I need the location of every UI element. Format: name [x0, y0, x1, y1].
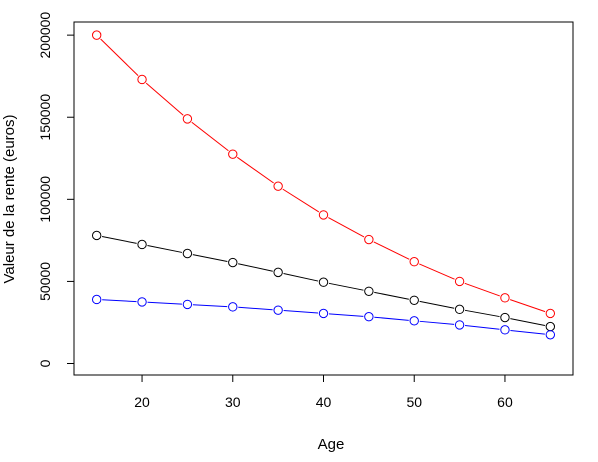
series-line-segment: [238, 263, 273, 272]
x-tick-label: 20: [134, 394, 150, 410]
series-line-segment: [191, 121, 229, 152]
y-axis: 0 50000 100000 150000 200000: [37, 12, 74, 367]
data-point: [91, 294, 102, 305]
x-axis-label: Age: [318, 436, 345, 453]
data-point: [364, 286, 374, 296]
data-point: [137, 239, 147, 250]
x-tick-label: 50: [406, 394, 422, 410]
series-line-segment: [282, 188, 320, 213]
data-point: [318, 210, 329, 220]
series-line-segment: [464, 309, 500, 318]
data-point: [500, 312, 510, 323]
y-axis-label: Valeur de la rente (euros): [1, 115, 18, 284]
series-line-segment: [101, 236, 137, 244]
series-line-segment: [374, 291, 409, 300]
series-line-segment: [510, 318, 546, 326]
data-point: [228, 149, 238, 159]
data-point: [545, 321, 556, 332]
series-line-segment: [192, 254, 228, 262]
data-point: [91, 30, 102, 40]
data-point: [364, 312, 374, 322]
data-point: [318, 308, 329, 319]
series-line-segment: [419, 320, 455, 325]
data-point: [364, 234, 374, 245]
data-point: [409, 257, 419, 267]
data-point: [137, 297, 147, 307]
data-point: [500, 325, 510, 335]
x-tick-label: 60: [497, 394, 513, 410]
data-point: [182, 114, 193, 124]
series-line-segment: [509, 299, 546, 313]
series-line-segment: [283, 273, 319, 282]
data-point: [500, 293, 510, 303]
series-line-segment: [328, 217, 365, 238]
series-line-segment: [374, 316, 409, 321]
y-tick-label: 200000: [37, 12, 53, 59]
x-axis: 20 30 40 50 60: [134, 375, 513, 410]
series-line-segment: [465, 325, 500, 330]
x-tick-label: 30: [225, 394, 241, 410]
series-line-segment: [147, 245, 183, 253]
data-point: [454, 304, 465, 315]
data-point: [545, 330, 556, 340]
series-line-segment: [145, 82, 184, 116]
data-point: [273, 267, 283, 278]
series-line-segment: [328, 313, 364, 317]
series-line-segment: [373, 241, 410, 260]
series-line-segment: [510, 329, 545, 335]
data-point: [137, 74, 147, 85]
data-point: [454, 276, 465, 287]
series-line-segment: [147, 301, 182, 305]
data-point: [318, 277, 329, 287]
series-1: [91, 30, 556, 319]
series-layer: [91, 30, 556, 340]
data-point: [545, 308, 556, 319]
data-point: [273, 181, 283, 191]
y-tick-label: 50000: [37, 262, 53, 301]
data-point: [228, 302, 238, 312]
series-line-segment: [236, 156, 274, 184]
x-tick-label: 40: [316, 394, 332, 410]
data-point: [91, 230, 102, 241]
series-2: [91, 230, 556, 332]
data-point: [409, 316, 419, 326]
series-line-segment: [100, 38, 139, 76]
data-point: [182, 248, 193, 259]
data-point: [273, 305, 283, 315]
series-line-segment: [283, 310, 319, 314]
y-tick-label: 150000: [37, 94, 53, 141]
series-line-segment: [192, 304, 228, 308]
y-tick-label: 100000: [37, 176, 53, 223]
series-line-segment: [328, 282, 364, 291]
plot-box: [73, 21, 574, 376]
series-3: [91, 294, 556, 340]
series-line-segment: [464, 282, 500, 297]
series-line-segment: [238, 306, 273, 311]
y-tick-label: 0: [37, 359, 53, 367]
data-point: [182, 299, 193, 310]
data-point: [228, 257, 238, 268]
series-line-segment: [102, 299, 137, 303]
series-line-segment: [419, 300, 455, 309]
series-line-segment: [419, 263, 455, 280]
data-point: [454, 320, 465, 330]
data-point: [409, 295, 419, 305]
